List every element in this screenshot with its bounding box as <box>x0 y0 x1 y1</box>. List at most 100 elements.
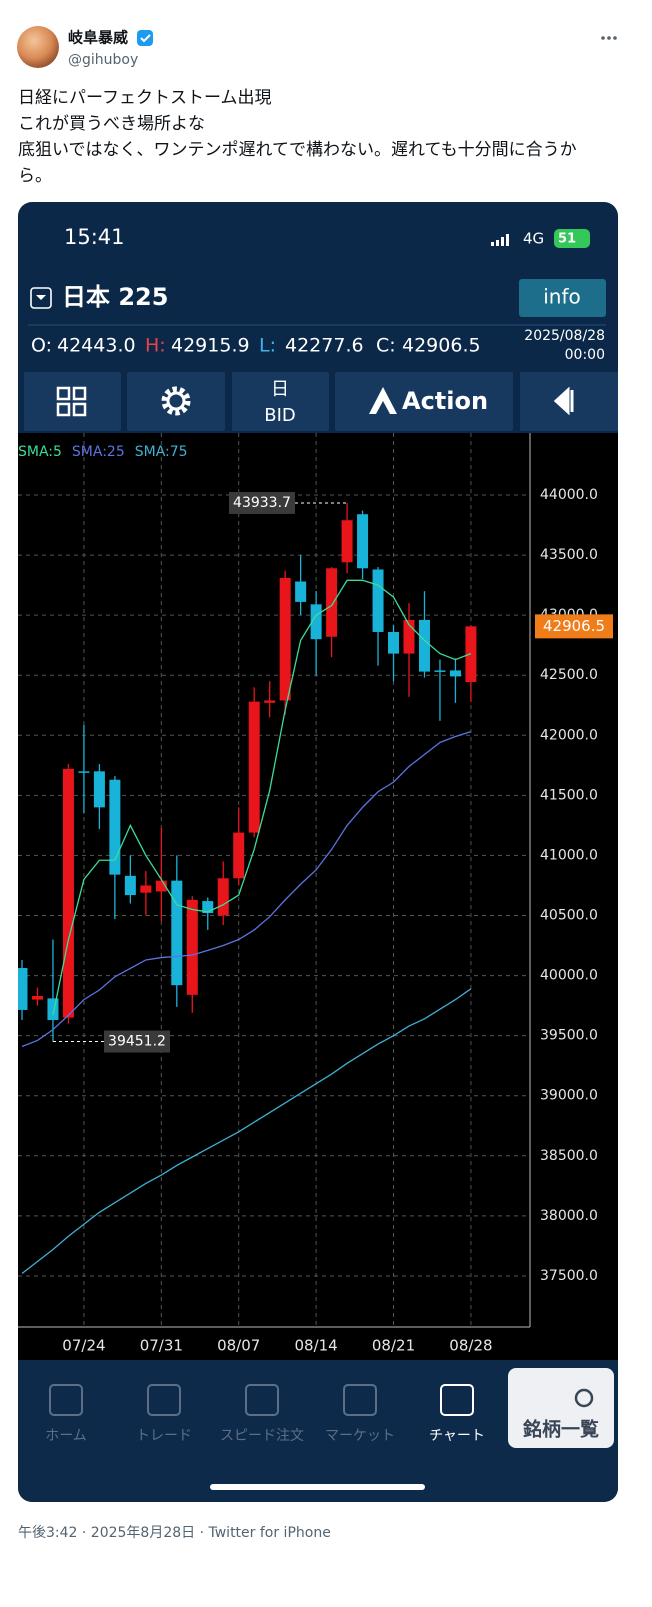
period-button[interactable] <box>232 372 329 431</box>
y-tick-label: 43500.0 <box>540 547 598 563</box>
nav-label[interactable]: マーケット <box>325 1428 395 1444</box>
home-indicator <box>210 1484 425 1490</box>
candle-body <box>310 604 322 640</box>
candle-body <box>449 670 461 677</box>
y-tick-label: 39000.0 <box>540 1088 598 1104</box>
candle-body <box>217 878 229 916</box>
nav-icon <box>343 1384 377 1416</box>
author-name[interactable]: 岐阜暴威 <box>68 29 128 47</box>
candle-body <box>341 520 353 563</box>
nav-icon <box>147 1384 181 1416</box>
candle-body <box>202 901 214 914</box>
signal-icon <box>491 234 509 246</box>
x-tick-label: 08/14 <box>295 1337 338 1355</box>
gear-ring <box>166 391 186 411</box>
avatar[interactable] <box>17 26 59 68</box>
verified-badge <box>137 30 153 46</box>
battery <box>554 229 590 248</box>
ohlc-value: 42906.5 <box>402 335 481 357</box>
info-button[interactable] <box>519 279 606 317</box>
nav-label[interactable]: スピード注文 <box>220 1428 304 1444</box>
action-icon <box>369 387 397 414</box>
ohlc-label: O: <box>31 335 52 357</box>
y-tick-label: 41000.0 <box>540 847 598 863</box>
low-label-bg <box>104 1030 170 1053</box>
last-price-bg <box>535 614 613 639</box>
y-tick-label: 44000.0 <box>540 487 598 503</box>
y-tick-label: 38500.0 <box>540 1148 598 1164</box>
y-tick-label: 41500.0 <box>540 787 598 803</box>
tweet-text: 日経にパーフェクトストーム出現 <box>18 88 271 108</box>
candle-body <box>233 832 245 879</box>
ohlc-value: 42915.9 <box>171 335 250 357</box>
candle-body <box>124 875 136 896</box>
ohlc-value: 42443.0 <box>57 335 136 357</box>
tweet-text: 底狙いではなく、ワンテンポ遅れてで構わない。遅れても十分間に合うか <box>18 140 577 160</box>
layout-button[interactable] <box>24 372 121 431</box>
gear-icon <box>161 386 191 416</box>
ohlc-label: H: <box>145 335 166 357</box>
list-button[interactable] <box>508 1368 614 1448</box>
candle-body <box>31 996 43 1000</box>
sma-line <box>52 579 472 1016</box>
info-label: info <box>543 285 581 309</box>
tweet-text: これが買うべき場所よな <box>18 114 205 134</box>
y-tick-label: 38000.0 <box>540 1208 598 1224</box>
candle-body <box>47 998 59 1021</box>
y-tick-label: 37500.0 <box>540 1268 598 1284</box>
candle-body <box>18 968 28 1010</box>
author-handle[interactable]: @gihuboy <box>68 52 138 68</box>
x-tick-label: 07/24 <box>62 1337 105 1355</box>
candle-body <box>326 568 338 637</box>
list-label: 銘柄一覧 <box>523 1418 599 1441</box>
chart-background <box>18 433 618 1360</box>
sma-line <box>21 988 472 1275</box>
settings-button[interactable] <box>127 372 225 431</box>
x-tick-label: 08/28 <box>449 1337 492 1355</box>
legend-entry: SMA:5 <box>18 444 62 460</box>
more-menu[interactable] <box>601 36 617 40</box>
nav-label[interactable]: トレード <box>136 1428 192 1444</box>
nav-icon <box>49 1384 83 1416</box>
y-tick-label: 42500.0 <box>540 667 598 683</box>
candle-body <box>434 670 446 672</box>
action-button[interactable] <box>335 372 513 431</box>
ohlc-value: 42277.6 <box>285 335 364 357</box>
candle-body <box>93 771 105 808</box>
candle-body <box>78 771 90 773</box>
toolbar: 日 BID Action <box>24 372 620 431</box>
candle-body <box>279 577 291 701</box>
nav-label[interactable]: ホーム <box>45 1428 87 1444</box>
quote-time: 00:00 <box>565 347 605 363</box>
sma-line <box>21 731 472 1048</box>
candle-body <box>388 631 400 654</box>
legend-entry: SMA:75 <box>135 444 188 460</box>
nav-label[interactable]: チャート <box>429 1428 485 1444</box>
nav-icon <box>440 1384 474 1416</box>
candle-body <box>372 569 384 632</box>
x-tick-label: 07/31 <box>140 1337 183 1355</box>
candle-body <box>109 779 121 875</box>
verified-check <box>140 34 151 43</box>
y-tick-label: 40500.0 <box>540 908 598 924</box>
symbol-dropdown[interactable] <box>30 287 52 309</box>
search-icon <box>574 1388 594 1408</box>
last-price: 42906.5 <box>543 617 605 635</box>
legend-entry: SMA:25 <box>72 444 125 460</box>
screenshot[interactable]: 15:41 4G 51 日本 225 info O: 42443.0 H: 42915… <box>17 202 621 1502</box>
high-label: 43933.7 <box>233 495 291 511</box>
period-label: 日 <box>271 379 289 400</box>
chart: 44000.043500.043000.042500.042000.041500… <box>18 433 613 1355</box>
battery-level: 51 <box>558 232 576 247</box>
collapse-button[interactable] <box>520 372 620 431</box>
candle-body <box>171 880 183 986</box>
price-type: BID <box>264 405 296 426</box>
high-label-bg <box>229 491 295 514</box>
candle-body <box>248 701 260 833</box>
candle-body <box>403 619 415 654</box>
candle-body <box>295 581 307 602</box>
ohlc-label: C: <box>376 335 396 357</box>
nav-icon <box>245 1384 279 1416</box>
